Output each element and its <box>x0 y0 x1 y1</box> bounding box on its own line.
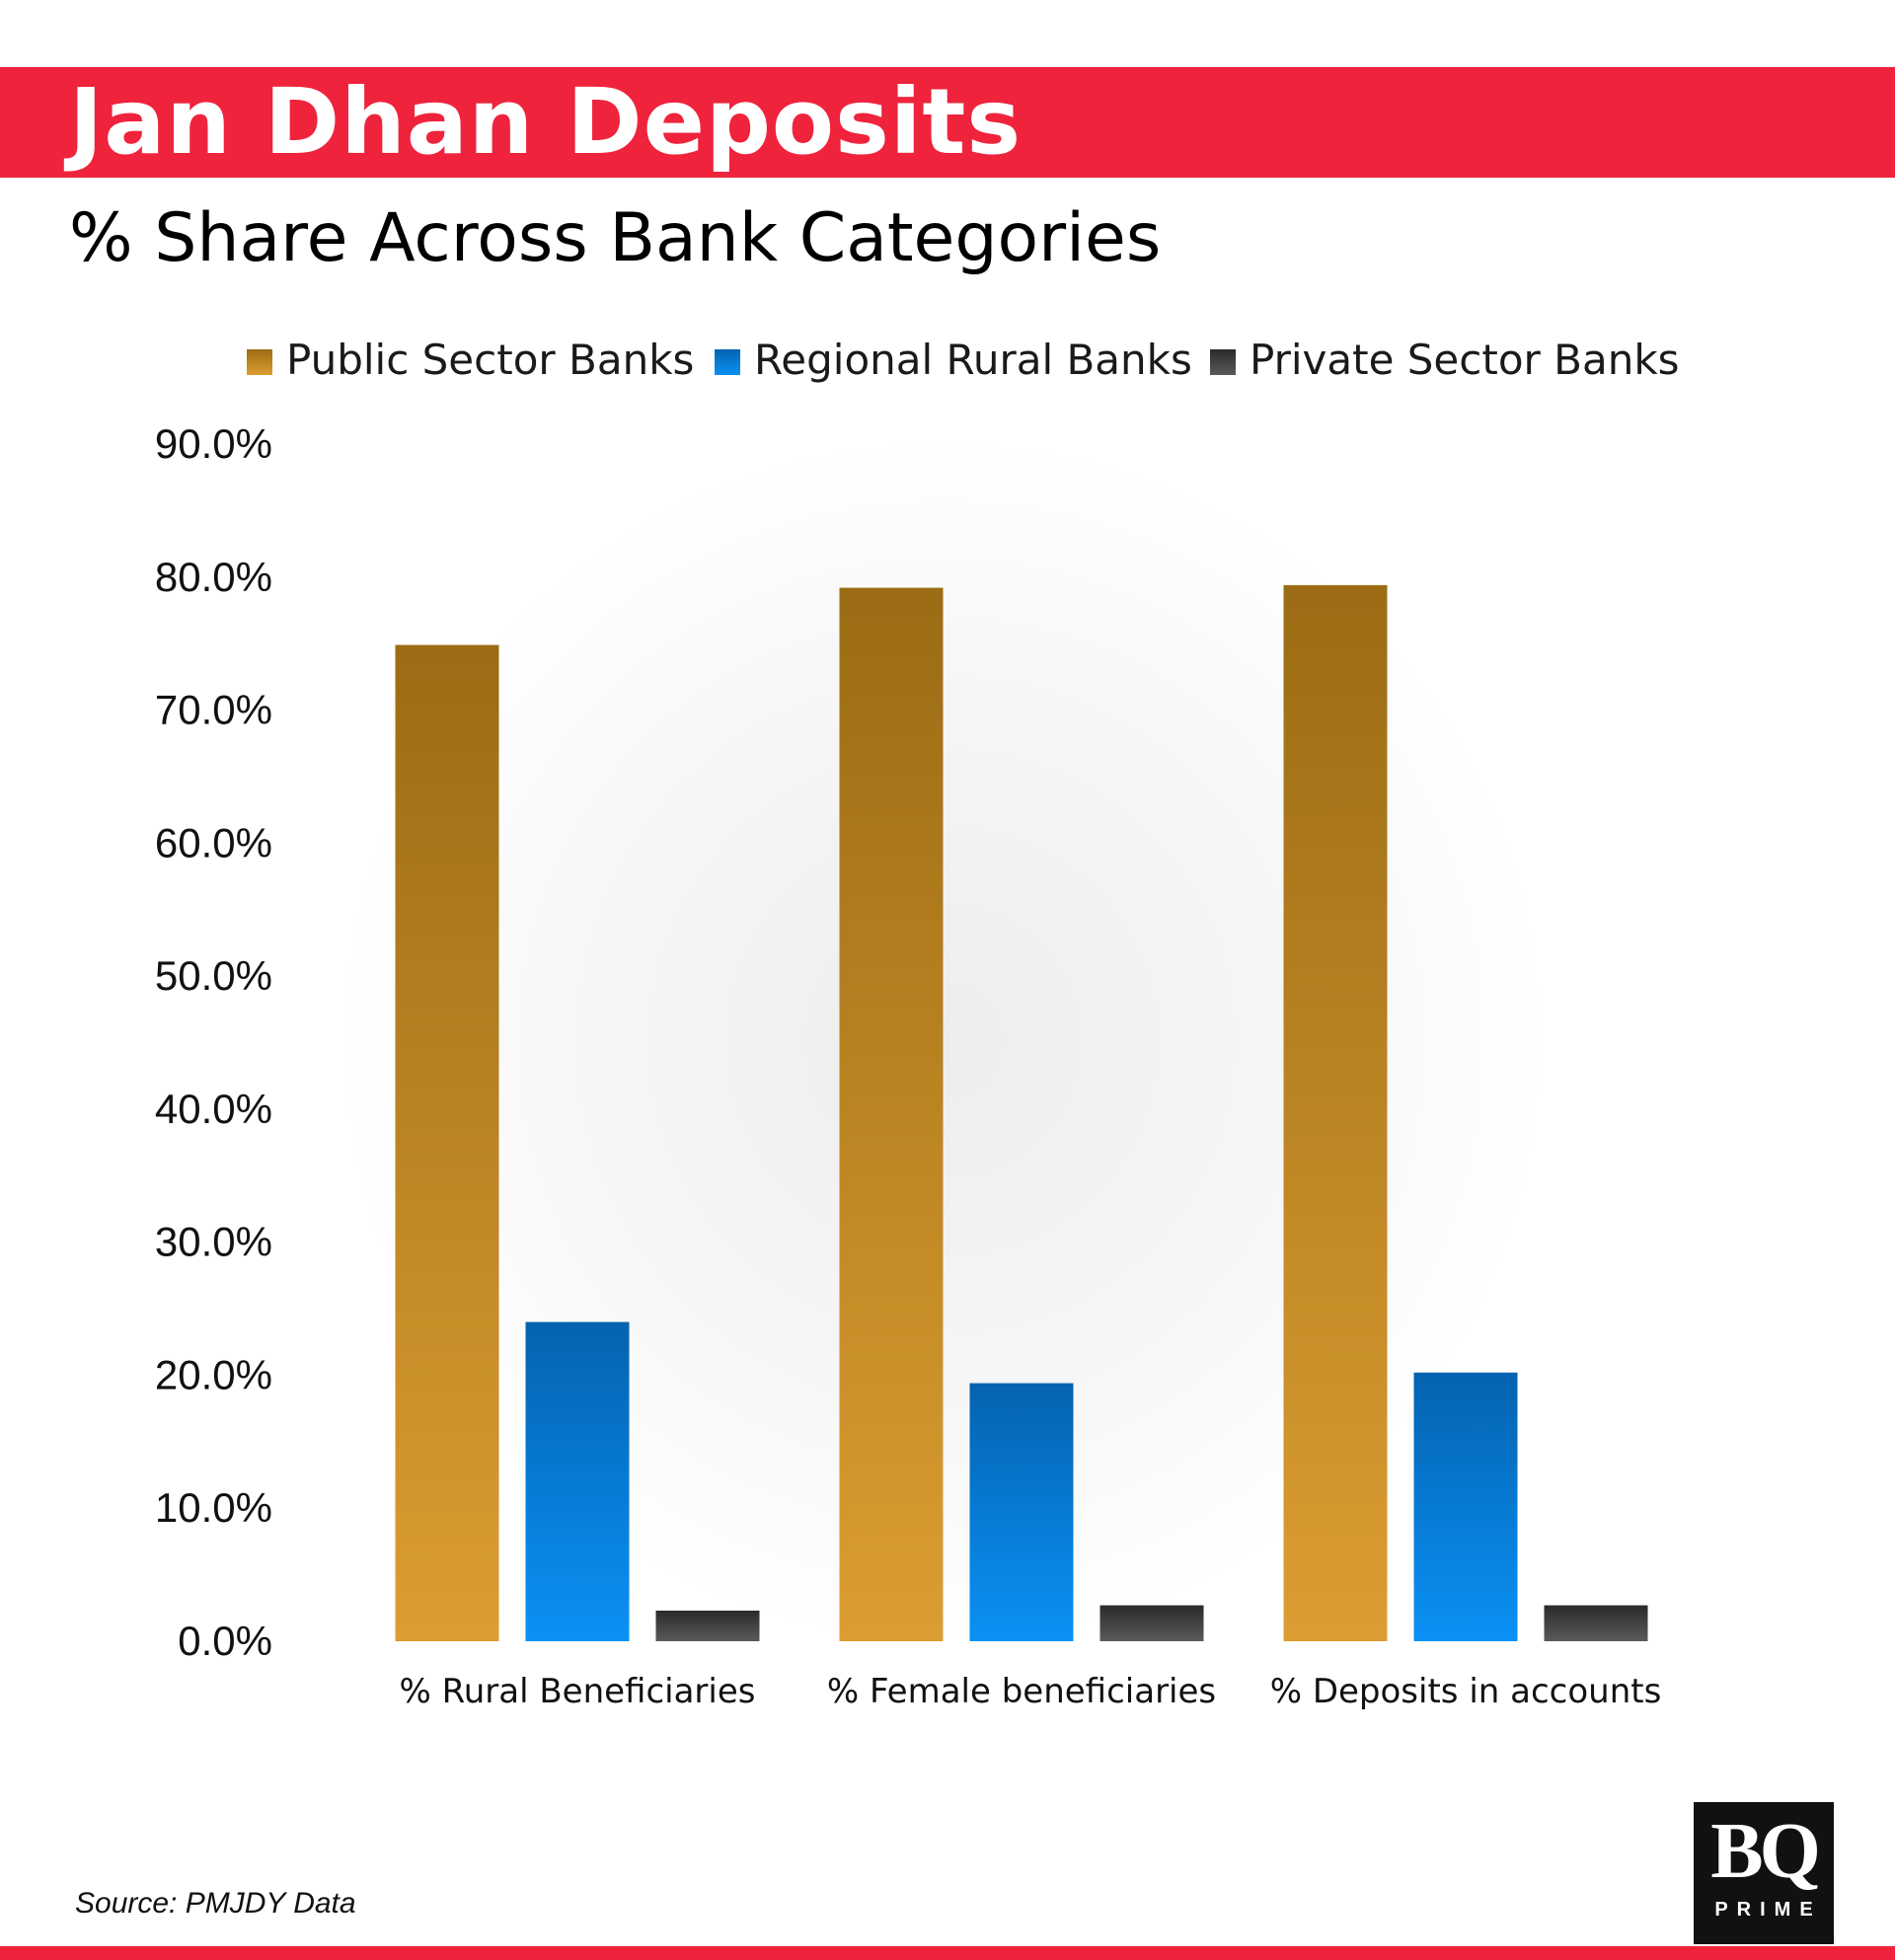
y-tick-label: 20.0% <box>155 1351 272 1397</box>
legend-swatch-public-sector-banks <box>247 349 272 375</box>
bar-public-sector-banks-deposits-in-accounts <box>1283 584 1388 1641</box>
y-tick-label: 10.0% <box>155 1484 272 1531</box>
bar-regional-rural-banks-female-beneficiaries <box>969 1383 1074 1641</box>
bar-private-sector-banks-deposits-in-accounts <box>1544 1605 1648 1641</box>
footer-band <box>0 1946 1895 1960</box>
header-band <box>0 67 1895 178</box>
legend-label-private-sector-banks: Private Sector Banks <box>1250 336 1680 384</box>
bar-regional-rural-banks-deposits-in-accounts <box>1413 1372 1518 1641</box>
y-tick-label: 50.0% <box>155 952 272 999</box>
y-tick-label: 80.0% <box>155 554 272 600</box>
legend-swatch-private-sector-banks <box>1210 349 1236 375</box>
y-tick-label: 40.0% <box>155 1086 272 1132</box>
logo-mark: BQ <box>1710 1808 1821 1895</box>
y-tick-label: 0.0% <box>178 1618 272 1664</box>
bq-prime-logo: BQ PRIME <box>1694 1802 1834 1944</box>
source-note: Source: PMJDY Data <box>75 1887 356 1920</box>
chart-legend: Public Sector Banks Regional Rural Banks P… <box>247 336 1680 384</box>
bar-public-sector-banks-female-beneficiaries <box>839 587 944 1641</box>
legend-swatch-regional-rural-banks <box>715 349 740 375</box>
page-subtitle: % Share Across Bank Categories <box>69 199 1162 277</box>
y-tick-label: 70.0% <box>155 687 272 733</box>
y-tick-label: 30.0% <box>155 1219 272 1265</box>
bar-regional-rural-banks-rural-beneficiaries <box>525 1321 630 1641</box>
y-tick-label: 60.0% <box>155 819 272 866</box>
legend-label-public-sector-banks: Public Sector Banks <box>286 336 694 384</box>
logo-subtitle: PRIME <box>1714 1899 1822 1921</box>
y-axis: 0.0% 10.0% 20.0% 30.0% 40.0% 50.0% 60.0% 70.0% 8… <box>155 420 272 1664</box>
y-tick-label: 90.0% <box>155 420 272 467</box>
x-axis: % Rural Beneficiaries % Female beneficiar… <box>400 1672 1662 1711</box>
x-tick-label: % Female beneficiaries <box>827 1672 1216 1711</box>
bars <box>395 584 1648 1641</box>
legend-label-regional-rural-banks: Regional Rural Banks <box>754 336 1192 384</box>
bar-private-sector-banks-rural-beneficiaries <box>655 1611 760 1641</box>
page-title: Jan Dhan Deposits <box>69 69 1023 175</box>
x-tick-label: % Deposits in accounts <box>1270 1672 1662 1711</box>
bar-private-sector-banks-female-beneficiaries <box>1099 1605 1204 1641</box>
bar-public-sector-banks-rural-beneficiaries <box>395 644 499 1641</box>
x-tick-label: % Rural Beneficiaries <box>400 1672 756 1711</box>
